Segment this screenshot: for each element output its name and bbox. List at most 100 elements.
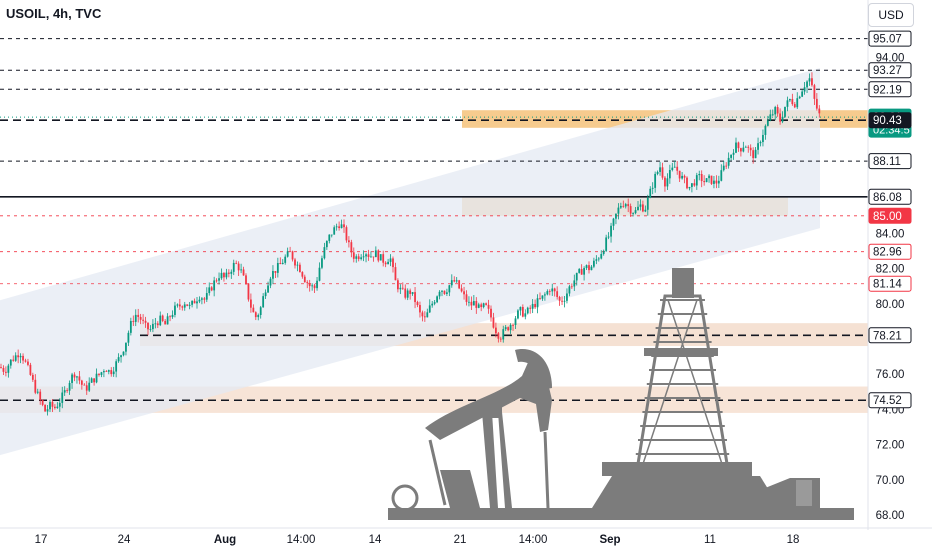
candle bbox=[193, 300, 196, 304]
candle bbox=[659, 167, 661, 172]
candle bbox=[134, 314, 137, 322]
candle bbox=[578, 269, 581, 273]
price-label-value: 85.00 bbox=[873, 211, 902, 223]
candle bbox=[732, 152, 735, 155]
price-label-value: 86.08 bbox=[873, 192, 902, 204]
candle bbox=[362, 256, 365, 258]
candle bbox=[210, 287, 213, 291]
pumpjack-crank bbox=[440, 470, 480, 508]
price-label-value: 81.14 bbox=[873, 279, 902, 291]
candle bbox=[93, 378, 95, 383]
candle bbox=[661, 167, 664, 178]
pumpjack-head bbox=[515, 349, 552, 390]
candle bbox=[115, 361, 118, 372]
candle bbox=[588, 265, 590, 271]
candle bbox=[455, 280, 458, 282]
candle bbox=[698, 174, 701, 176]
candle bbox=[374, 250, 377, 258]
candle bbox=[294, 259, 296, 266]
candle bbox=[171, 314, 174, 318]
candle bbox=[458, 280, 461, 289]
candle bbox=[683, 175, 686, 178]
candle bbox=[379, 254, 382, 261]
candle bbox=[127, 332, 130, 343]
candle bbox=[58, 402, 61, 407]
candle bbox=[328, 234, 331, 241]
currency-button[interactable]: USD bbox=[868, 3, 914, 27]
candle bbox=[259, 307, 262, 315]
candle bbox=[284, 256, 287, 263]
candle bbox=[205, 293, 208, 300]
candle bbox=[521, 306, 524, 317]
candle bbox=[453, 280, 456, 282]
candle bbox=[744, 146, 747, 148]
candle bbox=[254, 312, 257, 318]
candle bbox=[325, 240, 328, 248]
candle bbox=[688, 186, 691, 189]
candle bbox=[433, 302, 436, 304]
candle bbox=[17, 355, 20, 358]
candle bbox=[617, 207, 620, 214]
candle bbox=[313, 285, 316, 289]
candle bbox=[181, 306, 184, 308]
candle bbox=[14, 355, 17, 361]
candle bbox=[306, 282, 309, 284]
candle bbox=[654, 173, 657, 188]
candle bbox=[39, 391, 42, 401]
price-label bbox=[868, 188, 912, 205]
candle bbox=[656, 171, 659, 174]
candle bbox=[632, 213, 634, 214]
candle bbox=[169, 316, 171, 318]
candle bbox=[563, 300, 566, 302]
candle bbox=[9, 359, 12, 366]
candle bbox=[132, 321, 135, 322]
y-tick-label: 72.00 bbox=[876, 440, 905, 452]
candle bbox=[619, 205, 622, 208]
candle bbox=[492, 317, 495, 328]
candle bbox=[338, 226, 340, 229]
y-tick-label: 70.00 bbox=[876, 475, 905, 487]
candle bbox=[34, 379, 37, 393]
candle bbox=[495, 327, 497, 334]
candle bbox=[49, 401, 51, 410]
candle bbox=[764, 125, 767, 135]
candle bbox=[789, 98, 791, 101]
candle bbox=[5, 371, 7, 373]
candle bbox=[406, 290, 409, 298]
candle bbox=[465, 294, 468, 302]
price-label bbox=[868, 62, 912, 79]
pumpjack-rods bbox=[428, 431, 550, 509]
candle bbox=[468, 301, 470, 303]
candle bbox=[142, 319, 144, 321]
candle bbox=[51, 401, 54, 407]
price-label-value: 82.96 bbox=[873, 247, 902, 259]
pumpjack-bearing bbox=[488, 404, 502, 418]
candle bbox=[666, 178, 669, 187]
candle bbox=[110, 370, 113, 375]
candle bbox=[713, 180, 715, 184]
candle bbox=[100, 372, 103, 375]
x-tick-label: 14:00 bbox=[519, 534, 548, 546]
candle bbox=[450, 280, 453, 286]
candle bbox=[262, 296, 265, 308]
candle bbox=[544, 294, 546, 296]
candle bbox=[602, 250, 605, 255]
candle bbox=[509, 324, 512, 331]
candle bbox=[637, 206, 639, 211]
candle bbox=[671, 167, 674, 170]
candle bbox=[372, 256, 375, 258]
x-tick-label: 18 bbox=[787, 534, 800, 546]
candle bbox=[766, 120, 769, 126]
candle bbox=[703, 181, 706, 183]
candle bbox=[580, 269, 583, 275]
candle bbox=[507, 327, 510, 331]
price-label-value: 78.21 bbox=[873, 330, 902, 342]
candle bbox=[188, 304, 191, 306]
candle bbox=[781, 116, 784, 122]
candle bbox=[394, 267, 397, 281]
candle bbox=[41, 400, 44, 405]
candle bbox=[548, 291, 551, 292]
candle bbox=[78, 376, 81, 381]
